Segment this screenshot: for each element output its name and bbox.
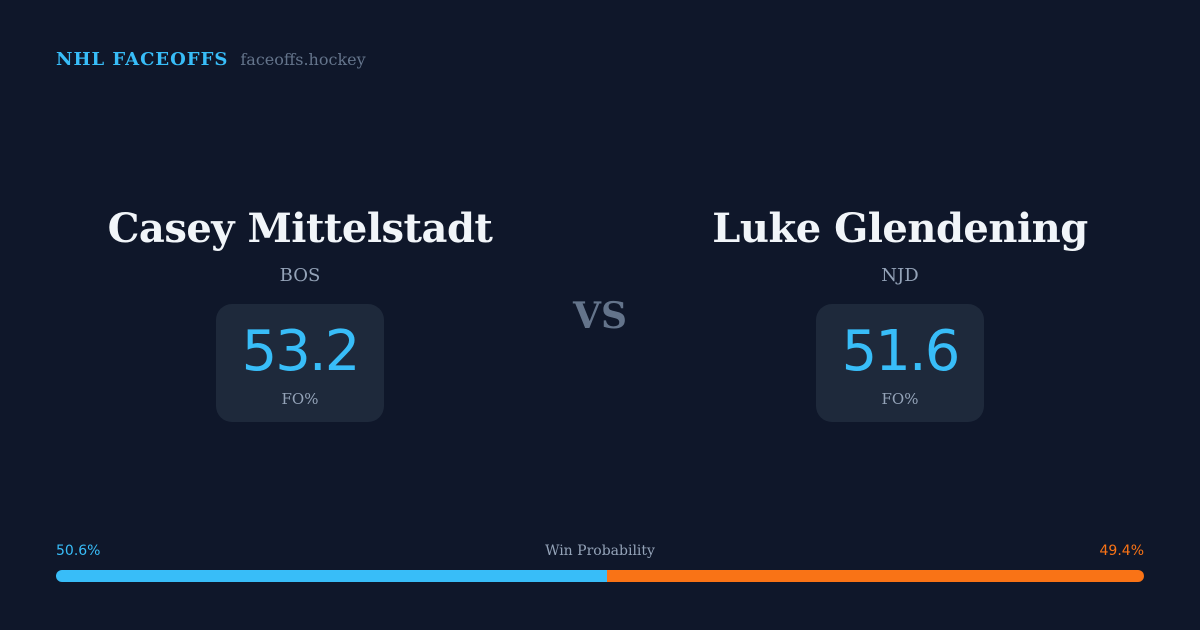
player-team: NJD bbox=[881, 265, 919, 286]
site-title: NHL FACEOFFS bbox=[56, 49, 229, 70]
player-right: Luke Glendening NJD 51.6 FO% bbox=[650, 205, 1150, 422]
player-name: Luke Glendening bbox=[712, 205, 1088, 252]
left-probability: 50.6% bbox=[56, 543, 101, 559]
brand: NHL FACEOFFS faceoffs.hockey bbox=[56, 49, 366, 70]
left-probability-fill bbox=[56, 570, 607, 582]
fo-stat-card: 51.6 FO% bbox=[815, 304, 985, 422]
player-left: Casey Mittelstadt BOS 53.2 FO% bbox=[50, 205, 550, 422]
win-probability-title: Win Probability bbox=[545, 543, 655, 559]
win-probability-bar bbox=[56, 570, 1144, 582]
player-name: Casey Mittelstadt bbox=[107, 205, 493, 252]
right-probability: 49.4% bbox=[1099, 543, 1144, 559]
fo-stat-card: 53.2 FO% bbox=[215, 304, 385, 422]
fo-label: FO% bbox=[881, 390, 919, 408]
site-domain: faceoffs.hockey bbox=[240, 50, 366, 69]
fo-label: FO% bbox=[281, 390, 319, 408]
fo-value: 53.2 bbox=[241, 319, 361, 384]
right-probability-fill bbox=[606, 570, 1144, 582]
fo-value: 51.6 bbox=[841, 319, 961, 384]
vs-label: VS bbox=[573, 295, 627, 337]
player-team: BOS bbox=[279, 265, 321, 286]
